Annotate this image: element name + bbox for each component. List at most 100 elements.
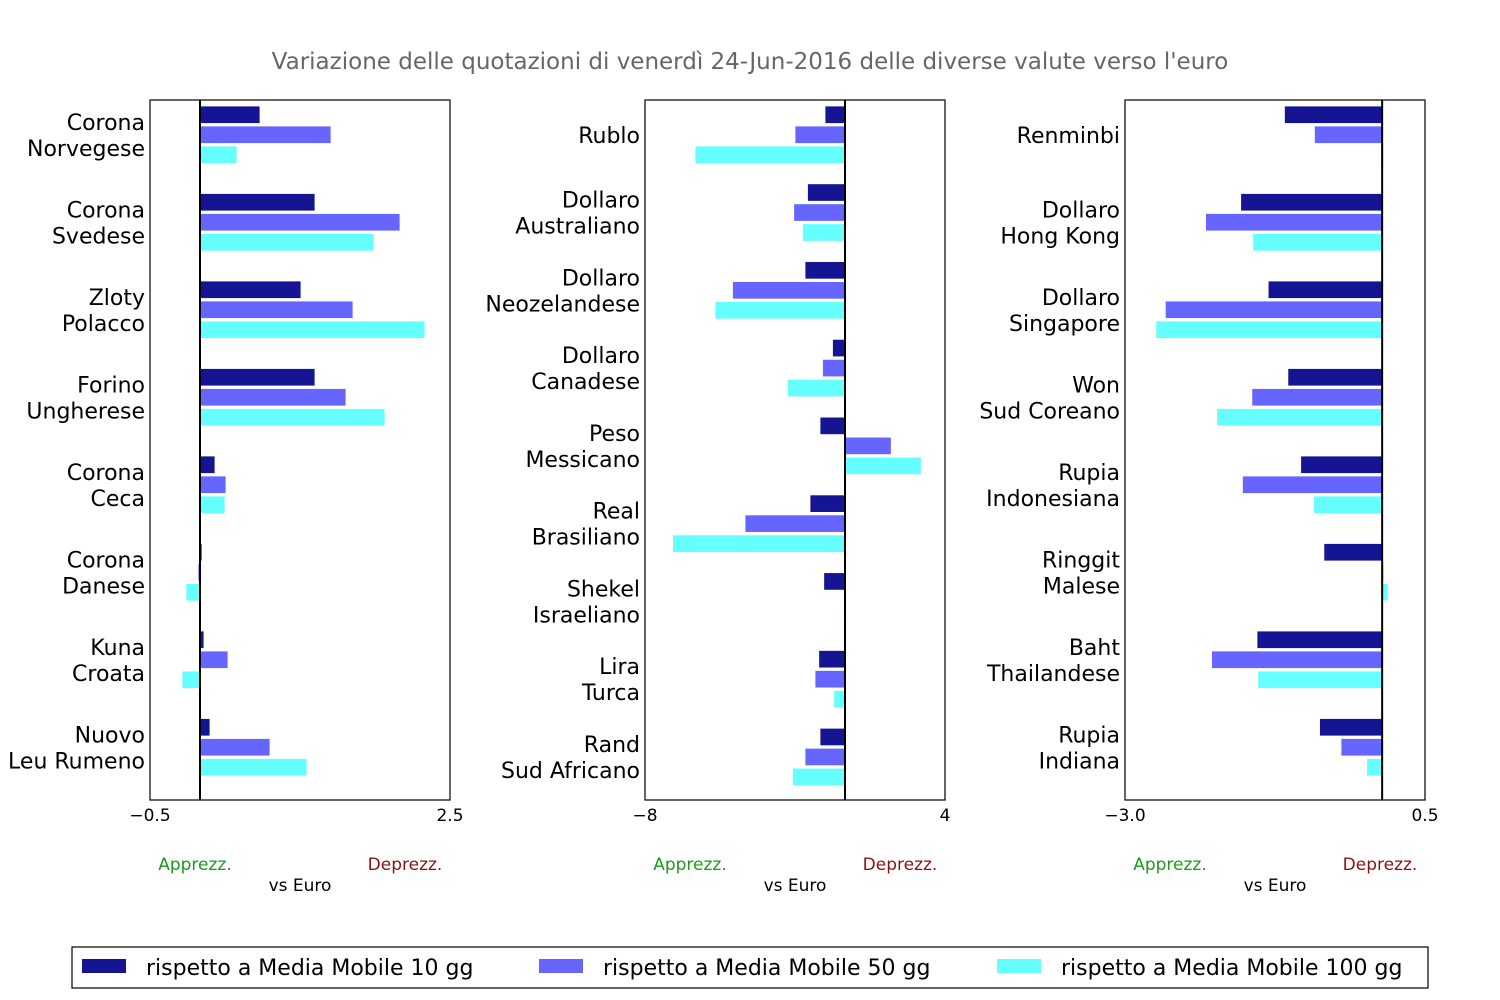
bar [181, 670, 201, 689]
bar [1256, 630, 1383, 649]
bar [807, 183, 846, 202]
bar [744, 514, 846, 533]
bar [792, 767, 846, 787]
category-label-line: Dollaro [1042, 286, 1120, 311]
category-label-line: Canadese [531, 370, 640, 395]
category-label-line: Ceca [91, 487, 145, 512]
category-label-line: Real [593, 500, 640, 525]
bar [199, 758, 308, 777]
category-label: Dollaro Canadese [531, 344, 640, 395]
bar [818, 650, 846, 669]
bar [199, 408, 386, 427]
bar [732, 281, 846, 300]
bar [1216, 408, 1383, 427]
x-tick-label: 4 [940, 806, 951, 826]
bar [832, 338, 846, 358]
bar [1155, 320, 1383, 339]
category-label: Rupia Indonesiana [986, 461, 1120, 512]
bar [804, 747, 846, 767]
category-label: Ringgit Malese [1042, 548, 1120, 599]
category-label: Peso Messicano [525, 422, 640, 473]
bar [1284, 105, 1383, 124]
category-label-line: Corona [67, 198, 145, 223]
bar [1340, 738, 1383, 757]
category-label-line: Neozelandese [485, 292, 640, 317]
category-label-line: Australiano [515, 215, 640, 240]
chart-title: Variazione delle quotazioni di venerdì 2… [272, 49, 1229, 75]
category-label-line: Dollaro [1042, 198, 1120, 223]
bar [1319, 718, 1383, 737]
category-label: Kuna Croata [72, 636, 145, 687]
bar [1251, 388, 1383, 407]
category-label-line: Ringgit [1042, 548, 1120, 573]
category-label-line: Nuovo [75, 723, 145, 748]
bar [199, 455, 216, 474]
chart-legend: rispetto a Media Mobile 10 gg rispetto a … [71, 946, 1429, 989]
bar [714, 301, 846, 320]
category-label: Dollaro Singapore [1009, 286, 1120, 337]
category-label: Won Sud Coreano [979, 373, 1120, 424]
category-label-line: Rupia [1058, 461, 1120, 486]
category-label-line: Leu Rumeno [8, 749, 145, 774]
bar [1366, 758, 1383, 777]
appreciation-label: Apprezz. [1133, 855, 1207, 875]
bar [199, 193, 316, 212]
bar [199, 280, 302, 299]
category-label-line: Won [1072, 373, 1120, 398]
bar [1300, 455, 1383, 474]
category-label-line: Rand [584, 733, 640, 758]
bar [1314, 125, 1383, 144]
appreciation-label: Apprezz. [158, 855, 232, 875]
category-label-line: Croata [72, 662, 145, 687]
plot-frame [1124, 99, 1426, 801]
bar [185, 583, 201, 602]
category-label-line: Dollaro [562, 344, 640, 369]
bar [822, 358, 846, 378]
bar [1257, 670, 1383, 689]
bar [823, 572, 846, 591]
bar [199, 718, 211, 737]
category-label-line: Svedese [52, 224, 145, 249]
bar [819, 416, 846, 436]
bar [819, 727, 846, 747]
depreciation-label: Deprezz. [368, 855, 443, 875]
category-label-line: Singapore [1009, 312, 1120, 337]
category-label: Shekel Israeliano [533, 577, 640, 628]
bar [844, 436, 892, 456]
category-label-line: Ungherese [26, 399, 145, 424]
plot-frame [149, 99, 451, 801]
depreciation-label: Deprezz. [863, 855, 938, 875]
depreciation-label: Deprezz. [1343, 855, 1418, 875]
category-label-line: Dollaro [562, 266, 640, 291]
bar [814, 670, 846, 689]
category-label: Lira Turca [581, 655, 640, 706]
bar [794, 125, 846, 144]
x-axis-label: vs Euro [269, 876, 332, 896]
category-label-line: Norvegese [27, 137, 145, 162]
bar [824, 105, 846, 124]
category-label-line: Corona [67, 111, 145, 136]
x-axis-label: vs Euro [764, 876, 827, 896]
legend-entry-label: rispetto a Media Mobile 50 gg [603, 956, 930, 981]
category-label-line: Baht [1069, 636, 1121, 661]
category-label-line: Indonesiana [986, 487, 1120, 512]
x-tick-label: 0.5 [1411, 806, 1438, 826]
category-label-line: Corona [67, 461, 145, 486]
category-label: Rublo [578, 124, 640, 149]
category-label-line: Forino [77, 373, 145, 398]
category-label-line: Sud Africano [501, 759, 640, 784]
bar [844, 456, 922, 476]
category-label-line: Polacco [62, 312, 145, 337]
category-label-line: Rupia [1058, 723, 1120, 748]
bar [809, 494, 846, 513]
legend-box [71, 946, 1429, 989]
legend-swatch [82, 959, 126, 973]
category-label: Dollaro Hong Kong [1000, 198, 1120, 249]
bar [199, 320, 426, 339]
category-label: Rupia Indiana [1039, 723, 1120, 774]
category-label-line: Brasiliano [532, 526, 640, 551]
category-label-line: Sud Coreano [979, 399, 1120, 424]
